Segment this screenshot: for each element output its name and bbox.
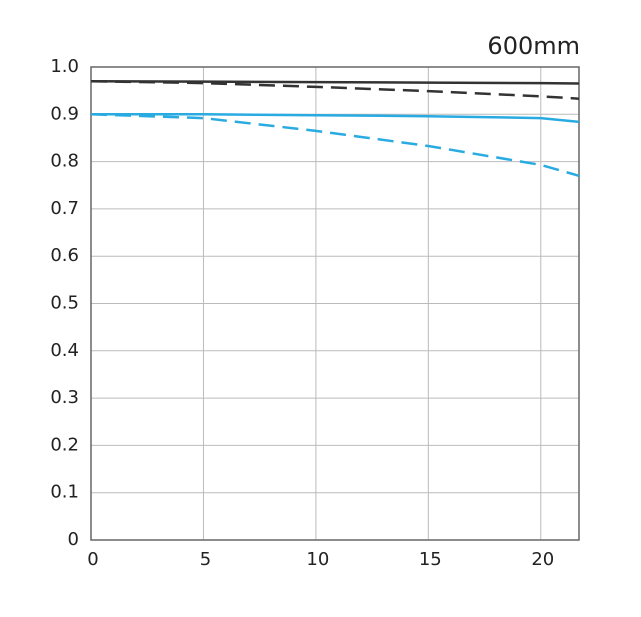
y-tick-label: 0.5 bbox=[50, 293, 79, 314]
series-line bbox=[90, 79, 580, 100]
y-tick-label: 0.3 bbox=[50, 387, 79, 408]
x-tick-label: 5 bbox=[200, 549, 211, 570]
y-tick-label: 0.2 bbox=[50, 434, 79, 455]
y-tick-label: 0.4 bbox=[50, 340, 79, 361]
y-tick-label: 0.8 bbox=[50, 151, 79, 172]
x-tick-label: 15 bbox=[419, 549, 442, 570]
chart-title: 600mm bbox=[487, 32, 580, 60]
plot-frame bbox=[90, 66, 580, 541]
series-line bbox=[91, 113, 580, 124]
y-tick-label: 0.9 bbox=[50, 103, 79, 124]
x-tick-label: 0 bbox=[87, 549, 98, 570]
y-tick-label: 0 bbox=[68, 529, 79, 550]
x-tick-label: 20 bbox=[531, 549, 554, 570]
series-line bbox=[90, 113, 580, 177]
y-tick-label: 0.6 bbox=[50, 245, 79, 266]
series-line bbox=[90, 79, 580, 85]
x-tick-label: 10 bbox=[306, 549, 329, 570]
y-tick-label: 0.1 bbox=[50, 482, 79, 503]
y-tick-label: 1.0 bbox=[50, 56, 79, 77]
y-tick-label: 0.7 bbox=[50, 198, 79, 219]
